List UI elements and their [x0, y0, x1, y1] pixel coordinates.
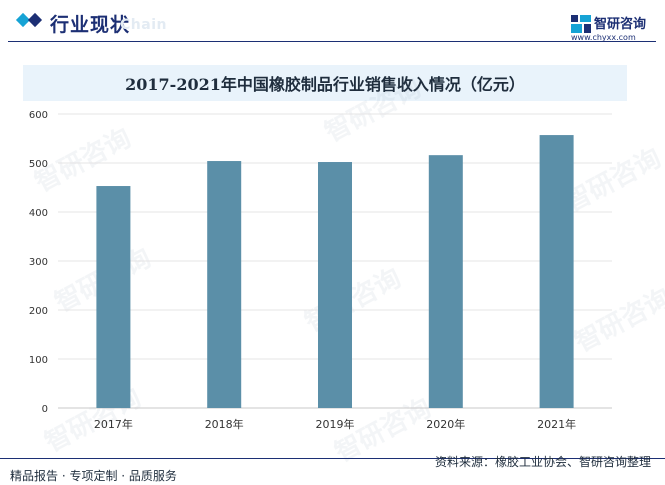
x-tick-label: 2020年: [426, 417, 465, 431]
header-divider: [8, 41, 656, 42]
y-tick-label: 300: [29, 257, 48, 268]
y-tick-label: 500: [29, 159, 48, 170]
bar: [428, 155, 463, 408]
x-tick-label: 2019年: [316, 417, 355, 431]
header: 行业现状 Chain 智研咨询 www.chyxx.com: [0, 0, 665, 46]
footer-tagline: 精品报告 · 专项定制 · 品质服务: [10, 469, 177, 483]
brand-url: www.chyxx.com: [571, 33, 636, 42]
y-tick-label: 200: [29, 306, 48, 317]
x-tick-label: 2017年: [94, 417, 133, 431]
y-tick-label: 0: [42, 404, 48, 415]
footer-divider: [0, 458, 665, 459]
chart-title-box: 2017-2021年中国橡胶制品行业销售收入情况（亿元）: [23, 65, 627, 101]
section-title: 行业现状: [50, 14, 131, 36]
section-subtitle: Chain: [120, 17, 167, 33]
source-note: 资料来源：橡胶工业协会、智研咨询整理: [434, 455, 651, 469]
brand-name: 智研咨询: [594, 17, 647, 32]
bar: [318, 162, 352, 408]
chart-title: 2017-2021年中国橡胶制品行业销售收入情况（亿元）: [125, 75, 525, 94]
y-tick-label: 600: [29, 110, 48, 121]
y-tick-label: 100: [29, 355, 48, 366]
bar: [207, 161, 242, 408]
y-tick-label: 400: [29, 208, 48, 219]
bar: [96, 186, 131, 408]
x-tick-label: 2021年: [537, 417, 576, 431]
bar: [539, 135, 574, 408]
brand-logo-icon: [571, 15, 591, 33]
x-tick-label: 2018年: [205, 417, 244, 431]
